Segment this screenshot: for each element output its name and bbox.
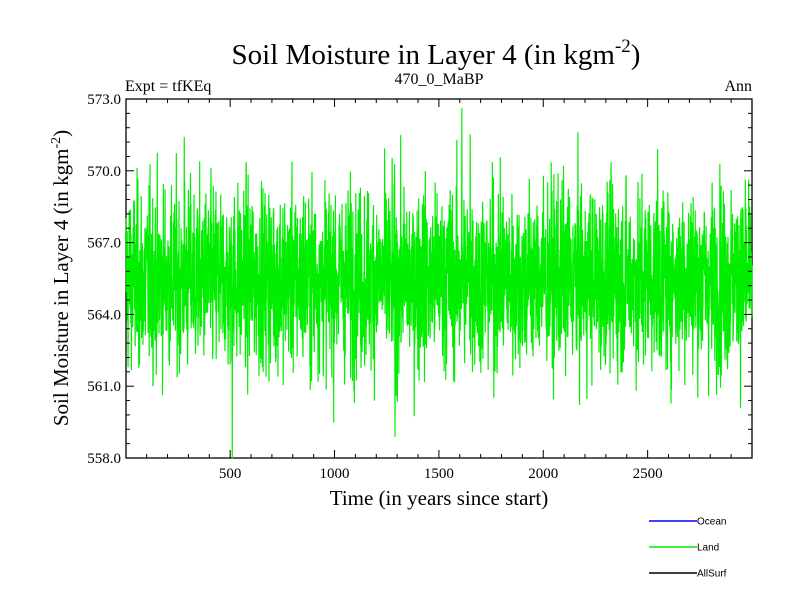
subtitle-center: 470_0_MaBP	[395, 71, 484, 88]
legend-label-land: Land	[697, 543, 719, 554]
y-tick-label: 570.0	[87, 164, 121, 180]
legend-label-ocean: Ocean	[697, 517, 726, 528]
legend-label-allsurf: AllSurf	[697, 569, 727, 580]
y-tick-label: 561.0	[87, 379, 121, 395]
y-tick-label: 573.0	[87, 92, 121, 108]
series-line-land	[125, 107, 753, 459]
chart-title: Soil Moisture in Layer 4 (in kgm-2)	[232, 36, 641, 71]
y-axis-label-superscript: -2	[49, 137, 64, 149]
legend: Ocean Land AllSurf	[649, 517, 727, 580]
subtitle-right: Ann	[724, 78, 752, 95]
y-tick-label: 564.0	[87, 307, 121, 323]
y-axis-label: Soil Moisture in Layer 4 (in kgm-2)	[49, 130, 73, 426]
chart-title-superscript: -2	[615, 36, 631, 57]
x-tick-label: 500	[219, 466, 242, 482]
chart-title-suffix: )	[631, 39, 641, 71]
y-axis-label-main: Soil Moisture in Layer 4 (in kgm	[49, 149, 73, 427]
x-tick-label: 1500	[424, 466, 454, 482]
x-tick-label: 1000	[320, 466, 350, 482]
x-tick-label: 2000	[528, 466, 558, 482]
x-tick-label: 2500	[633, 466, 663, 482]
chart-title-main: Soil Moisture in Layer 4 (in kgm	[232, 39, 616, 71]
x-axis-label: Time (in years since start)	[330, 486, 549, 510]
y-axis-label-suffix: )	[49, 130, 73, 137]
tick-layer: 500 1000 1500 2000 2500 558.0 561.0 564.0 567.0 5…	[87, 92, 752, 482]
series-layer	[125, 107, 753, 459]
y-tick-label: 567.0	[87, 236, 121, 252]
y-tick-label: 558.0	[87, 451, 121, 467]
subtitle-left: Expt = tfKEq	[125, 78, 211, 95]
